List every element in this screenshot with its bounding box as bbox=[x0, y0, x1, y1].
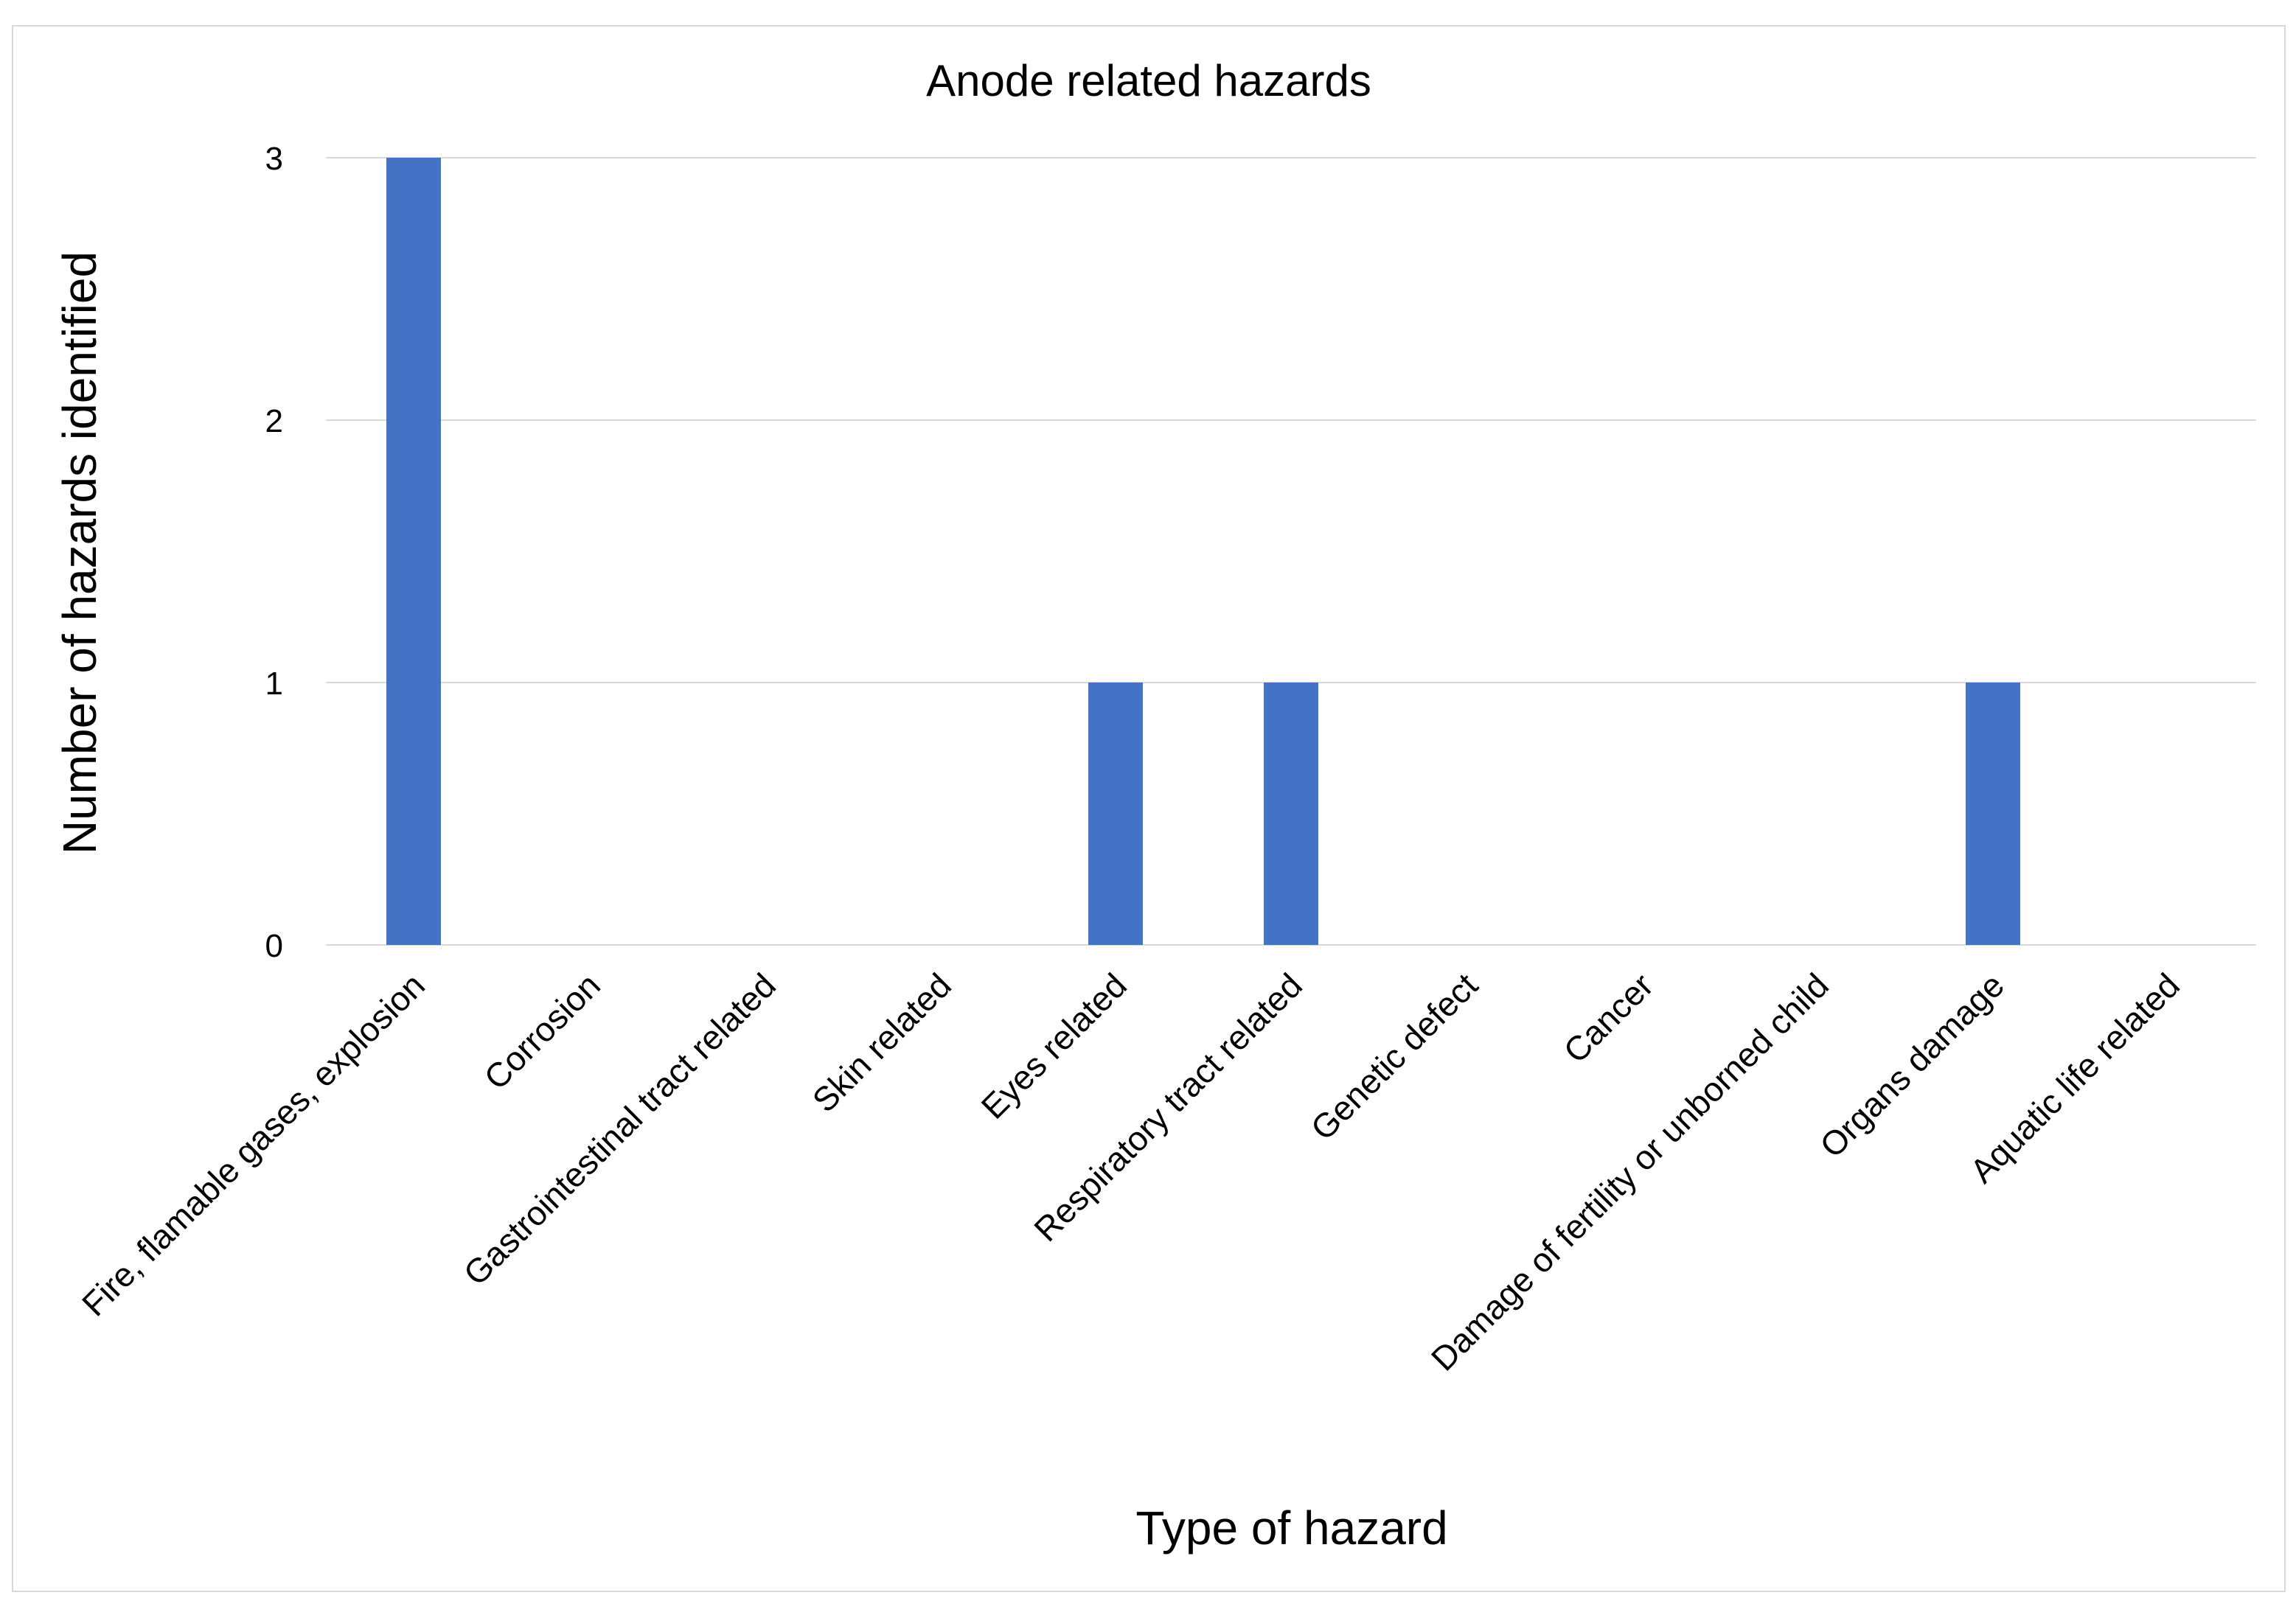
bar bbox=[1088, 683, 1143, 945]
x-category-label: Organs damage bbox=[1812, 966, 2011, 1165]
x-axis-title: Type of hazard bbox=[1135, 1501, 1447, 1555]
x-category-label: Corrosion bbox=[476, 966, 608, 1097]
x-category-label: Genetic defect bbox=[1304, 966, 1486, 1148]
y-tick-label: 2 bbox=[265, 403, 283, 439]
x-category-label: Eyes related bbox=[973, 966, 1134, 1126]
y-axis-title: Number of hazards identified bbox=[53, 251, 106, 854]
y-axis-ticks: 0 1 2 3 bbox=[265, 141, 283, 964]
x-axis-category-labels: Fire, flamable gases, explosion Corrosion… bbox=[74, 966, 2187, 1378]
y-tick-label: 0 bbox=[265, 928, 283, 964]
bar bbox=[1966, 683, 2020, 945]
x-category-label: Skin related bbox=[805, 966, 959, 1120]
x-category-label: Cancer bbox=[1556, 966, 1660, 1070]
chart-title: Anode related hazards bbox=[926, 56, 1371, 105]
y-tick-label: 1 bbox=[265, 666, 283, 702]
x-category-label: Gastrointestinal tract related bbox=[456, 966, 784, 1293]
bar bbox=[386, 158, 441, 945]
y-tick-label: 3 bbox=[265, 141, 283, 177]
x-category-label: Damage of fertility or unborned child bbox=[1424, 966, 1836, 1378]
x-category-label: Fire, flamable gases, explosion bbox=[74, 966, 432, 1323]
bars bbox=[386, 158, 2020, 945]
bar bbox=[1264, 683, 1318, 945]
